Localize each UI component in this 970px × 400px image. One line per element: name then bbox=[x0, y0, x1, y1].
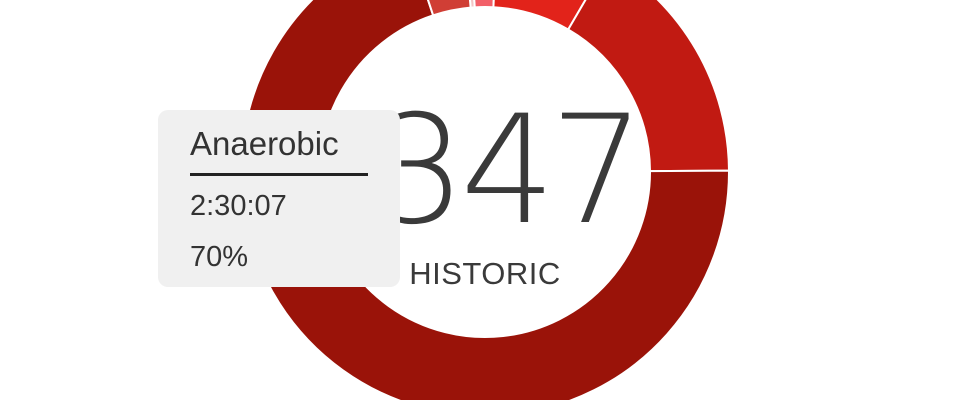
slice-tooltip: Anaerobic 2:30:07 70% bbox=[158, 110, 400, 287]
tooltip-title: Anaerobic bbox=[190, 124, 368, 176]
center-label: HISTORIC bbox=[409, 256, 561, 291]
donut-slice-2[interactable] bbox=[492, 0, 608, 31]
tooltip-time: 2:30:07 bbox=[190, 190, 287, 222]
tooltip-percent: 70% bbox=[190, 241, 249, 273]
donut-slice-5[interactable] bbox=[408, 0, 472, 17]
donut-slice-4[interactable] bbox=[240, 0, 730, 400]
center-value: 347 bbox=[370, 84, 645, 258]
